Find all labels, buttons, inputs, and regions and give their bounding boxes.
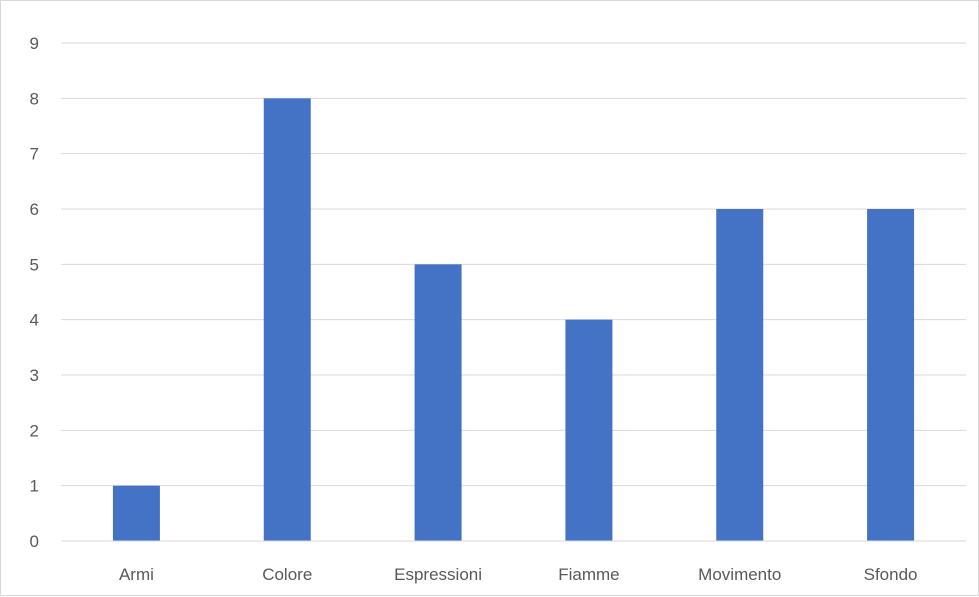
gridlines <box>61 42 966 487</box>
bar-movimento <box>716 209 764 541</box>
x-tick-label: Armi <box>119 565 154 584</box>
bar-armi <box>112 485 160 541</box>
bar-colore <box>263 98 311 541</box>
x-tick-label: Colore <box>262 565 312 584</box>
y-tick-label: 0 <box>30 532 39 551</box>
bar-sfondo <box>867 209 915 541</box>
y-tick-label: 9 <box>30 34 39 53</box>
x-tick-label: Espressioni <box>394 565 482 584</box>
y-tick-label: 2 <box>30 421 39 440</box>
bars <box>112 98 915 541</box>
y-tick-label: 1 <box>30 477 39 496</box>
y-tick-label: 5 <box>30 255 39 274</box>
bar-espressioni <box>414 264 462 541</box>
x-tick-label: Fiamme <box>558 565 619 584</box>
x-axis-tick-labels: Armi Colore Espressioni Fiamme Movimento Sfon… <box>119 565 918 584</box>
y-tick-label: 8 <box>30 89 39 108</box>
y-tick-label: 4 <box>30 311 39 330</box>
x-tick-label: Movimento <box>698 565 781 584</box>
x-tick-label: Sfondo <box>864 565 918 584</box>
y-tick-label: 3 <box>30 366 39 385</box>
y-tick-label: 6 <box>30 200 39 219</box>
bar-fiamme <box>565 319 613 541</box>
y-axis-tick-labels: 0 1 2 3 4 5 6 7 8 9 <box>30 34 39 551</box>
y-tick-label: 7 <box>30 145 39 164</box>
